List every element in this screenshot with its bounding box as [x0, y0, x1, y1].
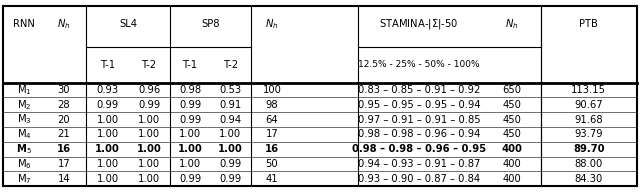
Text: T-2: T-2 — [223, 60, 238, 70]
Text: 91.68: 91.68 — [575, 115, 603, 125]
Text: 90.67: 90.67 — [575, 100, 603, 110]
Text: 98: 98 — [266, 100, 278, 110]
Text: 0.94 – 0.93 – 0.91 – 0.87: 0.94 – 0.93 – 0.91 – 0.87 — [358, 159, 481, 169]
Text: 93.79: 93.79 — [575, 129, 603, 139]
Text: M$_4$: M$_4$ — [17, 127, 32, 141]
Text: SL4: SL4 — [119, 19, 138, 30]
Text: 450: 450 — [502, 100, 522, 110]
Text: 0.97 – 0.91 – 0.91 – 0.85: 0.97 – 0.91 – 0.91 – 0.85 — [358, 115, 481, 125]
Text: 400: 400 — [502, 174, 522, 184]
Text: 1.00: 1.00 — [95, 144, 120, 154]
Text: 1.00: 1.00 — [179, 129, 201, 139]
Text: M$_7$: M$_7$ — [17, 172, 31, 186]
Text: 1.00: 1.00 — [138, 159, 160, 169]
Text: 1.00: 1.00 — [97, 174, 118, 184]
Text: T-2: T-2 — [141, 60, 157, 70]
Text: 28: 28 — [58, 100, 70, 110]
Text: 50: 50 — [266, 159, 278, 169]
Text: 1.00: 1.00 — [97, 159, 118, 169]
Text: 0.99: 0.99 — [220, 174, 241, 184]
Text: 1.00: 1.00 — [178, 144, 202, 154]
Text: T-1: T-1 — [182, 60, 198, 70]
Text: 21: 21 — [58, 129, 70, 139]
Text: 16: 16 — [57, 144, 71, 154]
Text: 1.00: 1.00 — [97, 115, 118, 125]
Text: 30: 30 — [58, 85, 70, 95]
Text: M$_6$: M$_6$ — [17, 157, 32, 171]
Text: 88.00: 88.00 — [575, 159, 603, 169]
Text: M$_2$: M$_2$ — [17, 98, 31, 112]
Text: 400: 400 — [502, 144, 522, 154]
Text: 0.99: 0.99 — [97, 100, 118, 110]
Text: $N_h$: $N_h$ — [505, 18, 519, 31]
Text: 0.95 – 0.95 – 0.95 – 0.94: 0.95 – 0.95 – 0.95 – 0.94 — [358, 100, 481, 110]
Text: M$_3$: M$_3$ — [17, 113, 31, 127]
Text: 1.00: 1.00 — [179, 159, 201, 169]
Text: 0.96: 0.96 — [138, 85, 160, 95]
Text: 450: 450 — [502, 115, 522, 125]
Text: 100: 100 — [262, 85, 282, 95]
Text: 1.00: 1.00 — [138, 115, 160, 125]
Text: 14: 14 — [58, 174, 70, 184]
Text: 1.00: 1.00 — [97, 129, 118, 139]
Text: 1.00: 1.00 — [138, 129, 160, 139]
Text: 0.94: 0.94 — [220, 115, 241, 125]
Text: 0.99: 0.99 — [179, 115, 201, 125]
Text: 12.5% - 25% - 50% - 100%: 12.5% - 25% - 50% - 100% — [358, 60, 480, 69]
Text: 400: 400 — [502, 159, 522, 169]
Text: 16: 16 — [265, 144, 279, 154]
Text: 64: 64 — [266, 115, 278, 125]
Text: 0.99: 0.99 — [138, 100, 160, 110]
Text: 0.91: 0.91 — [220, 100, 241, 110]
Text: 0.98 – 0.98 – 0.96 – 0.94: 0.98 – 0.98 – 0.96 – 0.94 — [358, 129, 481, 139]
Text: $N_h$: $N_h$ — [57, 18, 71, 31]
Text: 0.53: 0.53 — [220, 85, 241, 95]
Text: 0.93: 0.93 — [97, 85, 118, 95]
Text: T-1: T-1 — [100, 60, 115, 70]
Text: 0.99: 0.99 — [220, 159, 241, 169]
Text: SP8: SP8 — [201, 19, 220, 30]
Text: 1.00: 1.00 — [218, 144, 243, 154]
Text: 0.99: 0.99 — [179, 100, 201, 110]
Text: 450: 450 — [502, 129, 522, 139]
Text: 113.15: 113.15 — [572, 85, 606, 95]
Text: RNN: RNN — [13, 19, 35, 30]
Text: 1.00: 1.00 — [138, 174, 160, 184]
Text: 0.93 – 0.90 – 0.87 – 0.84: 0.93 – 0.90 – 0.87 – 0.84 — [358, 174, 480, 184]
Text: M$_1$: M$_1$ — [17, 83, 31, 97]
Text: STAMINA-$|\Sigma|$-50: STAMINA-$|\Sigma|$-50 — [380, 17, 459, 31]
Text: 17: 17 — [58, 159, 70, 169]
Text: 20: 20 — [58, 115, 70, 125]
Text: 0.83 – 0.85 – 0.91 – 0.92: 0.83 – 0.85 – 0.91 – 0.92 — [358, 85, 481, 95]
Text: 41: 41 — [266, 174, 278, 184]
Text: 0.98: 0.98 — [179, 85, 201, 95]
Text: 1.00: 1.00 — [137, 144, 161, 154]
Text: 0.98 – 0.98 – 0.96 – 0.95: 0.98 – 0.98 – 0.96 – 0.95 — [352, 144, 486, 154]
Text: PTB: PTB — [579, 19, 598, 30]
Text: 89.70: 89.70 — [573, 144, 605, 154]
Text: 1.00: 1.00 — [220, 129, 241, 139]
Text: $N_h$: $N_h$ — [265, 18, 279, 31]
Text: M$_5$: M$_5$ — [17, 142, 32, 156]
Text: 650: 650 — [502, 85, 522, 95]
Text: 84.30: 84.30 — [575, 174, 603, 184]
Text: 17: 17 — [266, 129, 278, 139]
Text: 0.99: 0.99 — [179, 174, 201, 184]
